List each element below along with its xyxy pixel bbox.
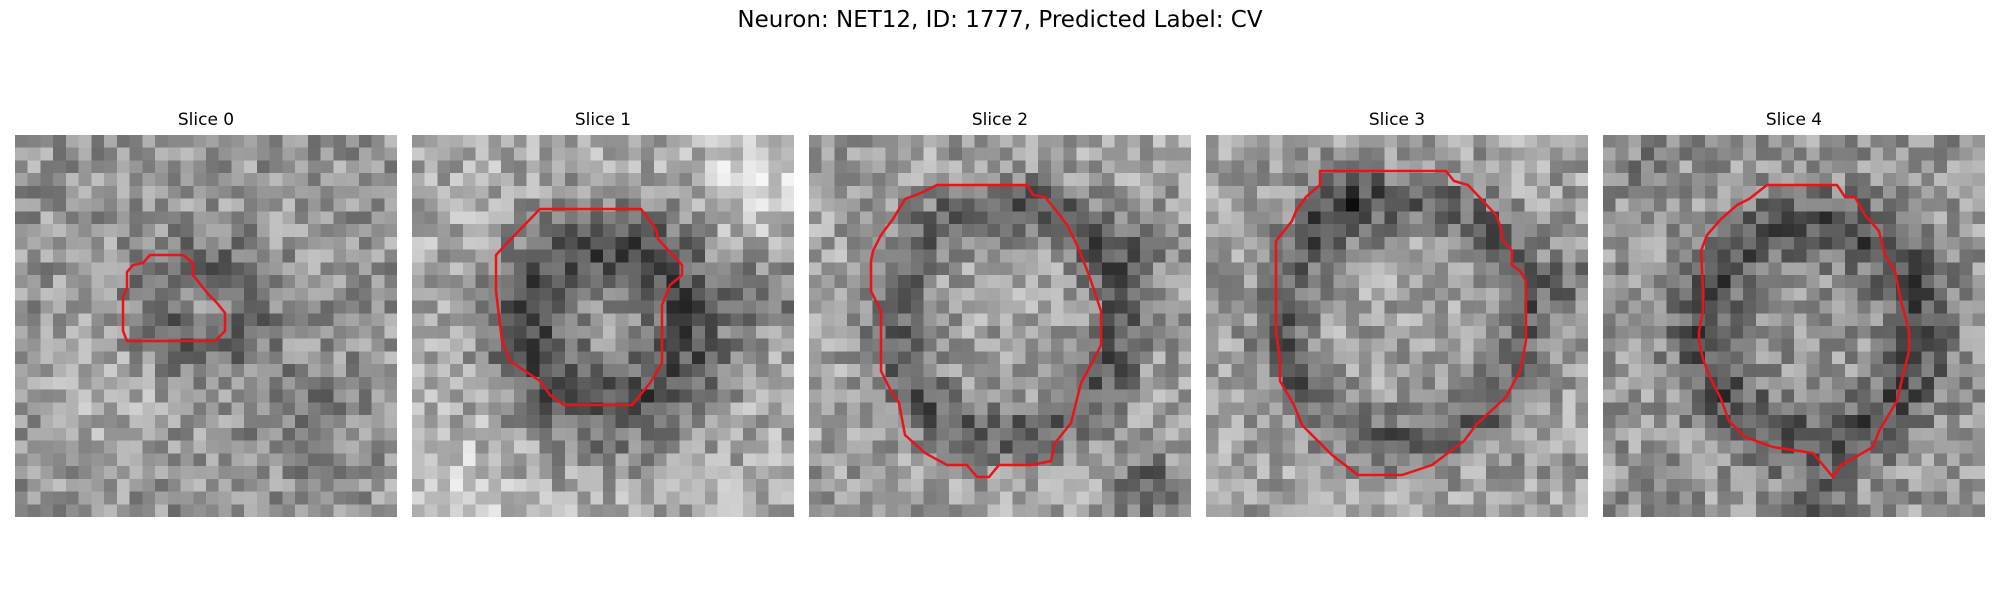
slice-4-image	[1603, 135, 1985, 517]
slice-0-title: Slice 0	[177, 110, 235, 130]
slice-3-contour-overlay	[1274, 169, 1528, 477]
slice-1-title: Slice 1	[574, 110, 632, 130]
slice-2-panel	[809, 135, 1191, 517]
slice-4-contour	[1697, 183, 1911, 480]
slice-3-contour	[1274, 169, 1528, 477]
slice-4-title: Slice 4	[1765, 110, 1823, 130]
figure-title: Neuron: NET12, ID: 1777, Predicted Label…	[737, 7, 1263, 33]
slice-4-panel	[1603, 135, 1985, 517]
slice-2-contour-overlay	[869, 183, 1103, 479]
slice-3-panel	[1206, 135, 1588, 517]
slice-3-title: Slice 3	[1368, 110, 1426, 130]
slice-3-image	[1206, 135, 1588, 517]
slice-0-image	[15, 135, 397, 517]
slice-1-contour-overlay	[494, 207, 684, 407]
slice-1-panel	[412, 135, 794, 517]
slice-1-contour	[494, 207, 684, 407]
slice-0-contour-overlay	[121, 253, 227, 343]
slice-2-image	[809, 135, 1191, 517]
slice-2-title: Slice 2	[971, 110, 1029, 130]
slice-0-contour	[121, 253, 227, 343]
slice-0-panel	[15, 135, 397, 517]
slice-2-contour	[869, 183, 1103, 479]
slice-1-image	[412, 135, 794, 517]
slice-4-contour-overlay	[1697, 183, 1911, 480]
